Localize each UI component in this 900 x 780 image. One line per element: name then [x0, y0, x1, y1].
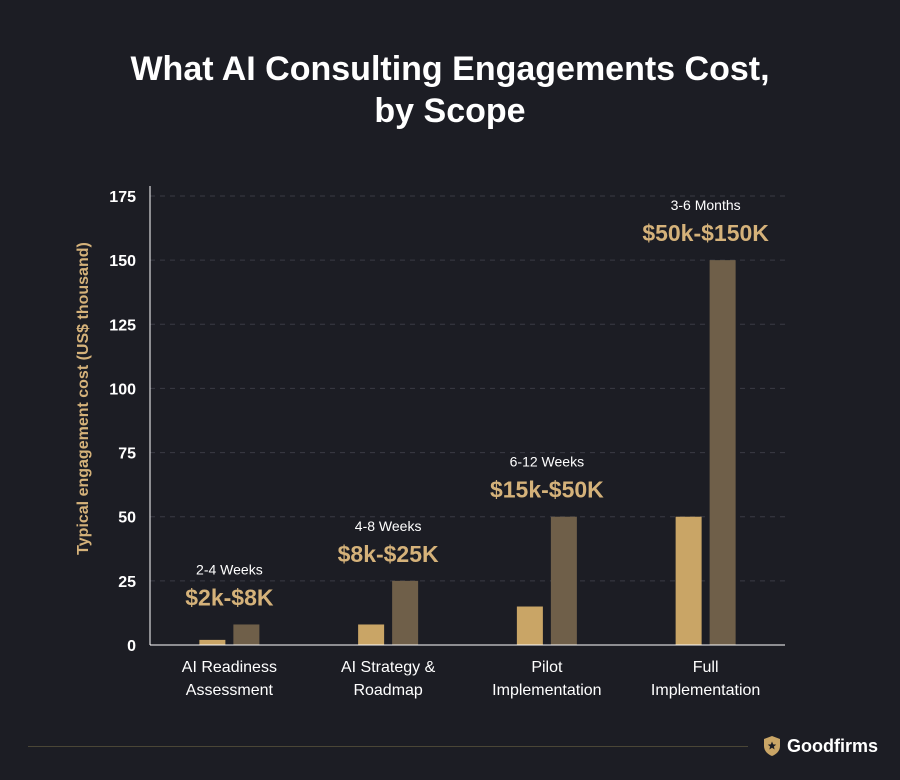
bar-low — [675, 516, 702, 645]
bar-low — [516, 606, 543, 645]
x-tick-label: Assessment — [186, 682, 274, 699]
x-tick-label: Implementation — [492, 682, 601, 699]
y-tick-label: 25 — [118, 574, 136, 591]
x-tick-label: Pilot — [531, 659, 563, 676]
y-tick-label: 125 — [109, 317, 136, 334]
chart-title-line-1: What AI Consulting Engagements Cost, — [130, 50, 770, 88]
bar-low — [358, 624, 385, 645]
bars — [199, 260, 736, 645]
chart-title: What AI Consulting Engagements Cost, by … — [0, 48, 900, 132]
bar-high — [709, 260, 736, 645]
y-tick-label: 175 — [109, 189, 136, 206]
y-tick-label: 75 — [118, 446, 136, 463]
y-tick-label: 100 — [109, 381, 136, 398]
y-tick-label: 150 — [109, 253, 136, 270]
duration-label: 3-6 Months — [671, 197, 741, 213]
bar-high — [233, 624, 260, 645]
y-tick-label: 0 — [127, 638, 136, 655]
x-tick-label: Implementation — [651, 682, 760, 699]
footer-divider — [28, 746, 748, 747]
bar-low — [199, 639, 226, 645]
cost-range-label: $50k-$150K — [642, 220, 769, 246]
x-tick-label: Roadmap — [353, 682, 422, 699]
y-tick-label: 50 — [118, 510, 136, 527]
chart-title-line-2: by Scope — [374, 92, 526, 130]
x-tick-label: AI Strategy & — [341, 659, 436, 676]
bar-high — [392, 580, 419, 645]
brand-logo: Goodfirms — [763, 734, 878, 758]
duration-label: 2-4 Weeks — [196, 561, 263, 577]
x-tick-label: AI Readiness — [182, 659, 277, 676]
cost-range-label: $2k-$8K — [185, 584, 274, 610]
labels: 0 25 50 75 100 125 150 175 Typical engagement co… — [75, 189, 769, 699]
cost-range-label: $8k-$25K — [338, 541, 439, 567]
cost-range-label: $15k-$50K — [490, 477, 604, 503]
shield-star-icon — [764, 736, 780, 756]
duration-label: 6-12 Weeks — [510, 454, 584, 470]
x-tick-label: Full — [693, 659, 719, 676]
brand-name: Goodfirms — [787, 735, 879, 756]
duration-label: 4-8 Weeks — [355, 518, 422, 534]
y-axis-label: Typical engagement cost (US$ thousand) — [75, 242, 92, 555]
axes — [149, 186, 785, 646]
bar-high — [550, 516, 577, 645]
